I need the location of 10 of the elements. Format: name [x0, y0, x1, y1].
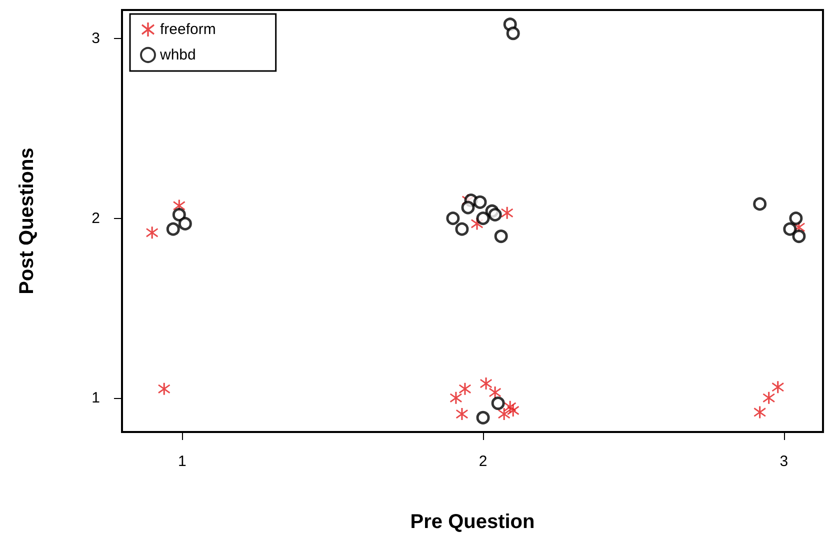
- legend-label: whbd: [159, 46, 196, 64]
- y-tick-label: 3: [92, 30, 100, 48]
- legend-label: freeform: [160, 21, 216, 38]
- y-axis-title: Post Questions: [16, 148, 38, 294]
- x-tick-label: 3: [780, 453, 788, 470]
- y-tick-label: 1: [92, 389, 100, 406]
- y-tick-label: 2: [92, 210, 100, 227]
- x-tick-label: 2: [478, 453, 488, 470]
- x-axis-title: Pre Question: [410, 511, 535, 533]
- x-tick-label: 1: [178, 453, 186, 470]
